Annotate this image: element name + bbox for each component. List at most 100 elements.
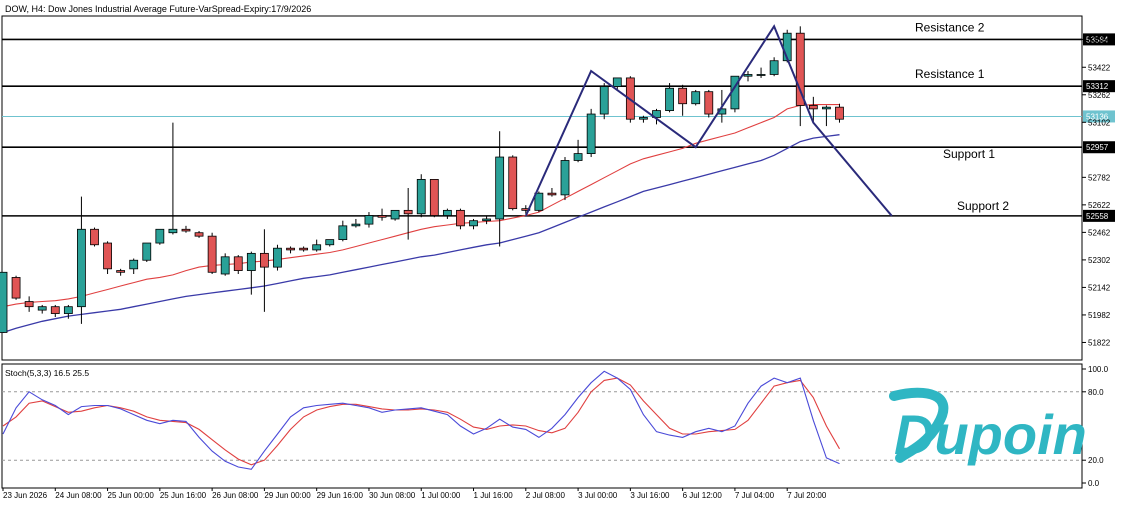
grid-layer [1, 15, 1083, 489]
stoch-tick-label: 80.0 [1088, 388, 1104, 397]
candle-body [822, 106, 831, 110]
candle-body [416, 178, 426, 215]
candle-body [390, 209, 400, 220]
price-tick-label: 52782 [1088, 173, 1111, 182]
level-price-tag-text: 53584 [1086, 35, 1109, 44]
candle-body [77, 228, 86, 308]
candle-body [312, 244, 322, 251]
pattern-projection-line [524, 24, 893, 217]
candle-body [456, 209, 465, 227]
current-price-tag [1083, 110, 1115, 123]
price-tick-label: 52302 [1088, 256, 1111, 265]
time-tick-label: 7 Jul 04:00 [735, 491, 775, 500]
candle-body [508, 156, 518, 210]
candle-body [547, 192, 557, 196]
candle-body [259, 252, 269, 268]
candle-body [129, 259, 139, 270]
time-tick-label: 29 Jun 16:00 [317, 491, 364, 500]
candle-body [756, 74, 766, 76]
candle-body [377, 215, 387, 218]
time-tick-label: 3 Jul 16:00 [630, 491, 670, 500]
stoch-signal-line [2, 377, 840, 466]
candle-body [11, 277, 21, 299]
level-price-tag [1083, 141, 1115, 154]
candle-body [769, 60, 779, 75]
candle-body [194, 232, 204, 237]
candle-body [155, 228, 165, 244]
axis-layer: 53584 53422 53262 53102 52782 52622 52462 52302… [2, 35, 1111, 500]
candle-body [37, 306, 47, 311]
price-pane-border [1, 15, 1083, 361]
price-tick-label: 51822 [1088, 338, 1111, 347]
candle-body [0, 271, 8, 333]
candle-body [573, 153, 583, 161]
time-tick-label: 1 Jul 16:00 [474, 491, 514, 500]
candle-body [482, 218, 491, 222]
candle-body [364, 215, 374, 225]
time-tick-label: 25 Jun 00:00 [108, 491, 155, 500]
candle-body [442, 209, 452, 216]
price-tick-label: 52622 [1088, 201, 1111, 210]
candle-body [273, 247, 282, 268]
candle-body [286, 247, 295, 251]
time-tick-label: 7 Jul 20:00 [787, 491, 827, 500]
time-tick-label: 2 Jul 08:00 [526, 491, 566, 500]
candle-body [142, 242, 152, 261]
candle-body [704, 91, 714, 115]
time-tick-label: 26 Jun 08:00 [212, 491, 259, 500]
candle-body [534, 192, 544, 211]
price-tick-label: 53262 [1088, 91, 1111, 100]
candle-body [63, 306, 73, 314]
candle-body [678, 87, 688, 105]
candle-body [612, 77, 622, 87]
level-layer: 53584 Resistance 2 53312 Resistance 1 52957 S… [2, 20, 1115, 222]
level-price-tag [1083, 80, 1115, 93]
candle-body [560, 160, 570, 196]
candle-body [743, 74, 753, 77]
stoch-tick-label: 0.0 [1088, 479, 1100, 488]
candle-body [521, 208, 531, 211]
candle-body [808, 105, 818, 110]
level-price-tag [1083, 33, 1115, 46]
price-tick-label: 53422 [1088, 63, 1111, 72]
level-label: Resistance 1 [915, 67, 985, 81]
time-tick-label: 6 Jul 12:00 [683, 491, 723, 500]
price-tick-label: 53584 [1088, 35, 1111, 44]
time-tick-label: 25 Jun 16:00 [160, 491, 207, 500]
candle-body [299, 247, 309, 251]
time-tick-label: 30 Jun 08:00 [369, 491, 416, 500]
stoch-main-line [2, 370, 840, 470]
level-price-tag-text: 53312 [1086, 82, 1109, 91]
candle-body [599, 86, 609, 115]
pattern-layer [524, 24, 893, 217]
candle-body [586, 113, 596, 155]
candle-layer [0, 26, 844, 333]
brand-logo-mark: Dupoin [889, 387, 1087, 466]
candle-body [90, 228, 99, 246]
candle-body [220, 256, 230, 275]
brand-logo-text: Dupoin [894, 403, 1087, 466]
brand-logo: Dupoin [886, 384, 1092, 480]
candle-body [207, 235, 217, 273]
level-price-tag [1083, 209, 1115, 222]
stoch-tick-label: 100.0 [1088, 365, 1109, 374]
candle-body [181, 228, 191, 232]
candle-body [338, 225, 348, 240]
candle-body [835, 106, 844, 120]
time-tick-label: 1 Jul 00:00 [421, 491, 461, 500]
candle-body [351, 223, 361, 227]
price-tick-label: 51982 [1088, 311, 1111, 320]
candle-body [691, 91, 701, 105]
time-tick-label: 24 Jun 08:00 [55, 491, 102, 500]
candle-body [469, 220, 478, 227]
level-label: Support 1 [943, 147, 995, 161]
candle-body [50, 306, 60, 314]
candle-body [795, 32, 805, 106]
candle-body [403, 209, 413, 215]
level-label: Support 2 [957, 199, 1009, 213]
price-tick-label: 52462 [1088, 228, 1111, 237]
brand-logo-swoosh [889, 387, 949, 463]
